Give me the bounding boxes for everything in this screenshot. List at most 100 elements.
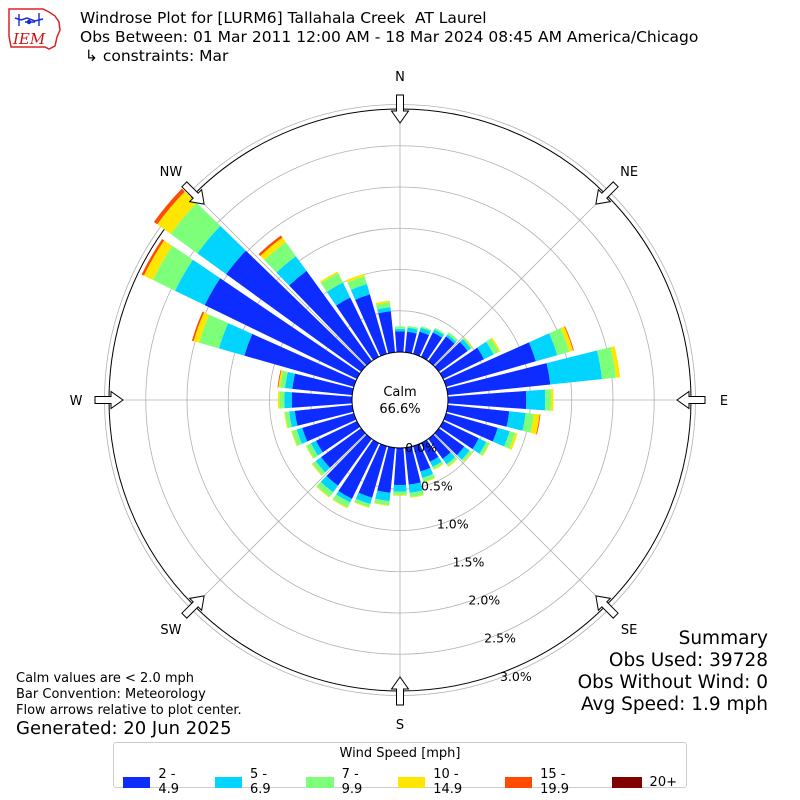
bar-segment [393,484,407,492]
radial-tick-label: 2.5% [484,631,516,646]
chart-title: Windrose Plot for [LURM6] Tallahala Cree… [80,9,487,27]
bar-segment [393,491,407,496]
radial-tick-label: 1.5% [453,555,485,570]
bar-segment [316,486,330,498]
bar-convention-note: Bar Convention: Meteorology [16,687,206,702]
bar-segment [536,414,541,435]
bar-segment [610,346,621,378]
bar-segment [463,451,473,463]
bar-segment [446,363,551,396]
bar-segment [191,311,205,342]
direction-label: W [70,394,83,409]
radial-tick-label: 1.0% [437,516,469,531]
bar-segment [419,327,431,336]
bar-segment [264,242,296,273]
bar-segment [277,391,280,409]
bar-segment [315,457,330,473]
bar-segment [358,443,387,498]
svg-text:IEM: IEM [12,30,46,48]
summary-block: Summary Obs Used: 39728 Obs Without Wind… [578,628,768,716]
bar-segment [546,350,603,385]
flow-note: Flow arrows relative to plot center. [16,703,242,718]
bar-segment [442,452,456,465]
bar-segment [446,334,457,344]
radial-tick-label: 0.0% [405,440,437,455]
bar-segment [432,461,444,470]
bar-segment [294,404,354,426]
bar-segment [291,392,353,408]
flow-arrow-icon [595,595,619,619]
summary-heading: Summary [678,628,768,649]
bar-segment [332,494,351,508]
legend-label: 15 - 19.9 [540,767,570,797]
bar-segment [374,498,390,506]
bar-segment [530,413,540,435]
bar-segment [350,284,370,300]
bar-segment [152,245,193,291]
bar-segment [395,331,405,353]
bar-segment [443,342,536,387]
legend-items: 2 - 4.9 5 - 6.9 7 - 9.9 10 - 14.9 15 - 19.9 2… [114,767,686,797]
bar-segment [423,477,436,483]
radial-tick-label: 2.0% [468,593,500,608]
bar-segment [464,337,473,348]
legend-swatch [504,776,533,788]
bar-segment [277,370,282,388]
bar-segment [477,341,494,360]
bar-segment [394,326,406,330]
bar-segment [292,373,354,396]
legend-label: 20+ [649,774,677,790]
generated-date: Generated: 20 Jun 2025 [16,718,232,739]
grid-spoke [433,193,607,367]
bar-segment [305,445,314,459]
direction-label: E [720,394,728,409]
bar-segment [320,475,338,493]
calm-note: Calm values are < 2.0 mph [16,671,195,686]
title-block: Windrose Plot for [LURM6] Tallahala Cree… [80,9,698,66]
bar-segment [321,428,366,468]
calm-label: Calm [383,385,416,400]
bar-segment [320,272,343,292]
bar-segment [374,502,390,507]
bar-segment [316,420,361,453]
direction-label: NE [620,165,638,180]
bar-segment [336,490,353,503]
bar-segment [596,347,616,380]
radial-tick-label: 0.5% [421,478,453,493]
bar-segment [434,327,445,335]
bar-segment [218,323,253,356]
bar-segment [378,311,396,354]
bar-segment [375,300,390,305]
legend-swatch [214,776,242,788]
bar-segment [296,427,308,444]
bar-segment [354,501,370,509]
legend-item: 15 - 19.9 [504,767,594,797]
bar-segment [434,341,468,372]
bar-segment [193,312,210,343]
bar-segment [260,237,286,261]
legend-swatch [611,776,642,788]
bar-segment [528,333,558,362]
bar-segment [375,490,391,502]
bar-segment [258,235,283,256]
bar-segment [284,371,296,389]
bar-segment [446,404,510,427]
bar-segment [291,429,302,446]
bar-segment [355,492,373,505]
legend-label: 5 - 6.9 [249,767,271,797]
legend-item: 10 - 14.9 [397,767,487,797]
bar-segment [284,391,293,409]
bar-segment [428,336,455,366]
bar-segment [447,332,459,342]
bar-segment [422,473,435,482]
bar-segment [439,347,484,380]
bar-segment [432,329,445,338]
bar-segment [420,439,439,462]
bar-segment [410,494,424,498]
obs-period: Obs Between: 01 Mar 2011 12:00 AM - 18 M… [80,28,699,46]
direction-label: S [396,718,404,733]
grid-spoke [193,193,367,367]
flow-arrow-icon [676,390,706,410]
bar-segment [311,463,323,476]
bar-segment [204,278,361,380]
